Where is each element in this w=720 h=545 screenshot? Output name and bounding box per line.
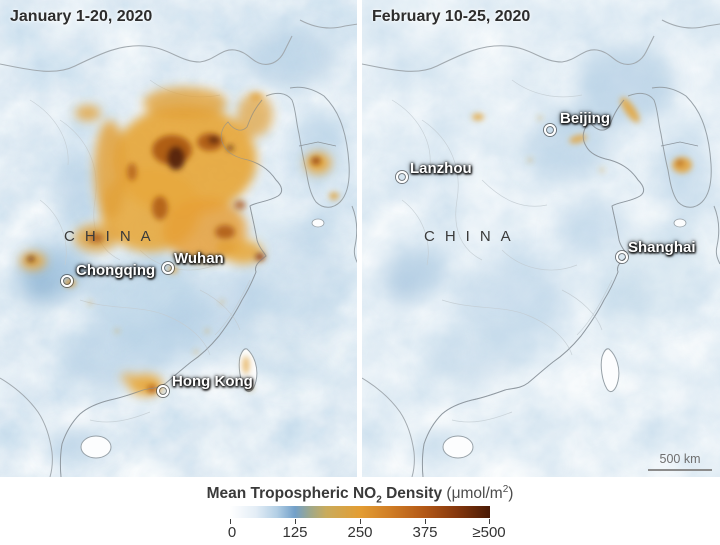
legend-tick-label-0: 0 (227, 524, 237, 541)
city-marker-shanghai (616, 251, 628, 263)
city-marker-chongqing (61, 275, 73, 287)
city-label-lanzhou: Lanzhou (410, 160, 472, 177)
legend-title: Mean Tropospheric NO2 Density (μmol/m2) (0, 484, 720, 505)
city-marker-beijing (544, 124, 556, 136)
panel-title-january: January 1-20, 2020 (10, 8, 153, 25)
country-label-china-right: CHINA (424, 228, 521, 245)
city-marker-wuhan (162, 262, 174, 274)
scale-bar: 500 km (648, 452, 712, 471)
pollution-plumes-february (472, 97, 692, 173)
scale-bar-line (648, 469, 712, 471)
legend-tick-label-125: 125 (282, 524, 308, 541)
legend-tick-label-500: ≥500 (472, 524, 506, 541)
legend-unit-suffix: ) (508, 485, 514, 503)
legend-title-subscript: 2 (376, 494, 382, 506)
legend-tick-500 (489, 519, 490, 524)
scale-bar-label: 500 km (659, 452, 701, 466)
city-label-shanghai: Shanghai (628, 239, 696, 256)
country-label-china-left: CHINA (64, 228, 161, 245)
pollution-plumes-january (20, 87, 339, 396)
legend-tick-label-250: 250 (347, 524, 373, 541)
panel-divider (357, 0, 362, 477)
legend-tick-125 (295, 519, 296, 524)
city-label-beijing: Beijing (560, 110, 611, 127)
map-panel-left-art (0, 0, 358, 477)
legend-tick-250 (360, 519, 361, 524)
map-panel-right-art (362, 0, 720, 477)
city-label-hong-kong: Hong Kong (172, 373, 253, 390)
legend-title-main-suffix: Density (381, 485, 443, 503)
city-marker-lanzhou (396, 171, 408, 183)
legend-tick-375 (425, 519, 426, 524)
legend-title-main-prefix: Mean Tropospheric NO (206, 485, 377, 503)
city-label-chongqing: Chongqing (76, 262, 156, 279)
legend-gradient-bar (230, 506, 490, 518)
legend-unit-superscript: 2 (502, 484, 509, 495)
panel-title-february: February 10-25, 2020 (372, 8, 531, 25)
legend-tick-label-375: 375 (412, 524, 438, 541)
city-marker-hong-kong (157, 385, 169, 397)
no2-map-canvas (0, 0, 720, 477)
city-label-wuhan: Wuhan (174, 250, 224, 267)
legend-unit-prefix: (μmol/m (442, 485, 503, 503)
legend: Mean Tropospheric NO2 Density (μmol/m2) … (0, 477, 720, 545)
legend-tick-0 (230, 519, 231, 524)
